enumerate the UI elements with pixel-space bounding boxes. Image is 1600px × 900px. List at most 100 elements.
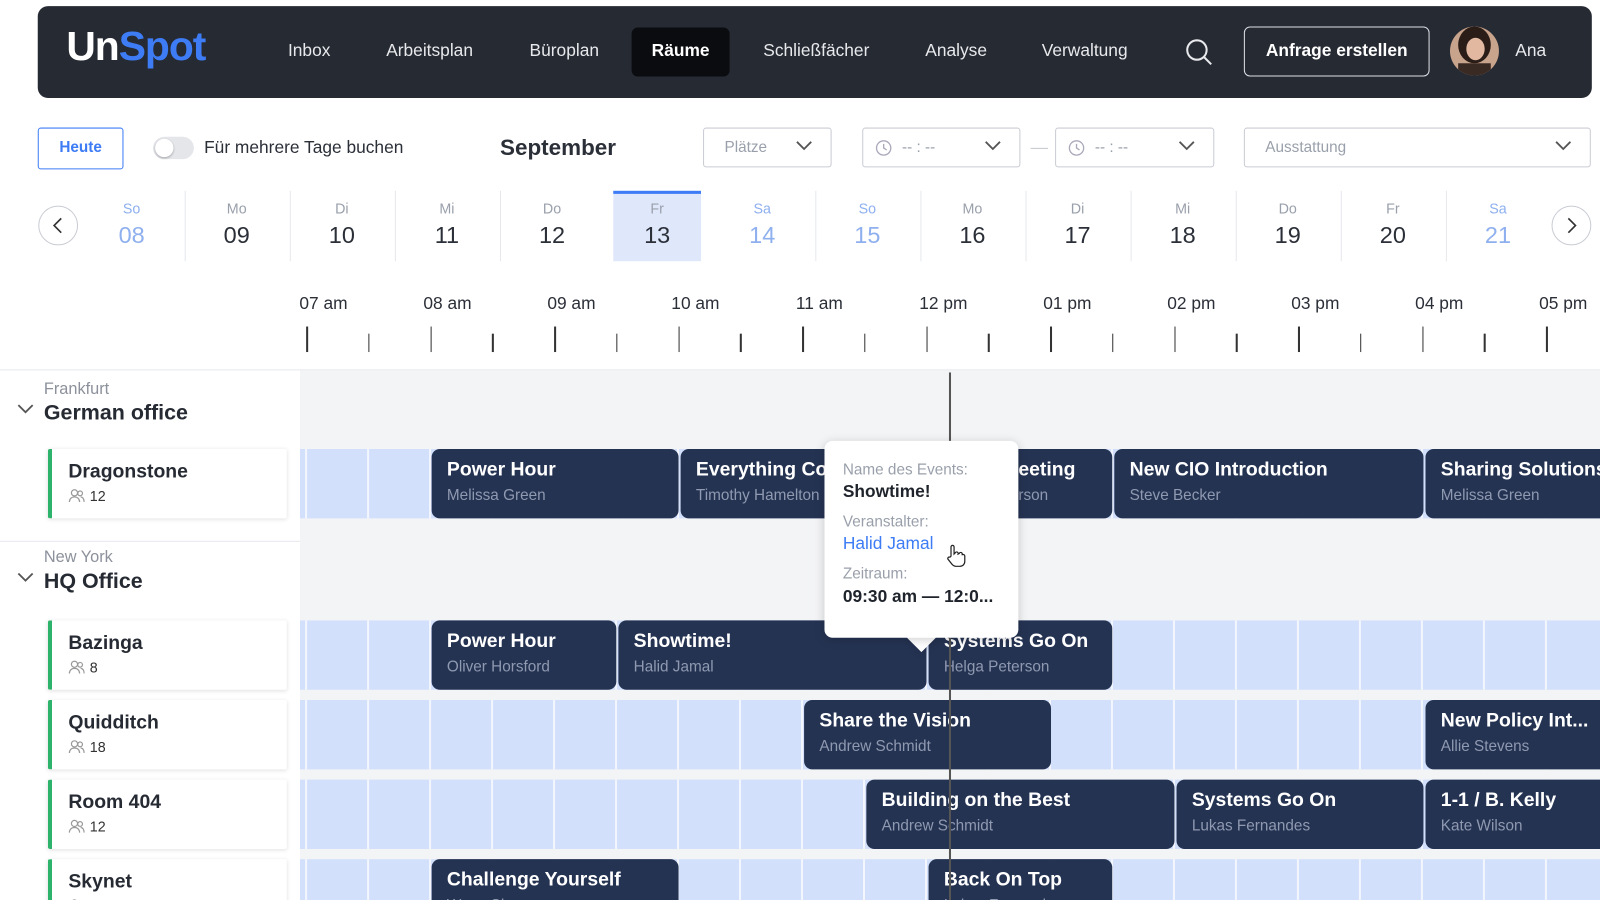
room-card[interactable]: Room 404 12 bbox=[47, 779, 287, 849]
equipment-dropdown[interactable]: Ausstattung bbox=[1243, 127, 1591, 168]
time-from[interactable]: -- : -- bbox=[862, 127, 1021, 168]
nav-item[interactable]: Verwaltung bbox=[1041, 40, 1128, 61]
event[interactable]: Power Hour Melissa Green bbox=[431, 448, 679, 519]
event[interactable]: New Policy Int... Allie Stevens bbox=[1425, 699, 1600, 770]
day-cell[interactable]: So 15 bbox=[815, 191, 920, 261]
weekday: Mo bbox=[226, 199, 247, 217]
nav-item[interactable]: Schließfächer bbox=[763, 40, 870, 61]
day-cell[interactable]: Di 17 bbox=[1025, 191, 1130, 261]
today-button[interactable]: Heute bbox=[37, 127, 124, 170]
event-title: Share the Vision bbox=[819, 710, 971, 732]
capacity-icon bbox=[68, 660, 85, 674]
event[interactable]: Challenge Yourself Wang Shu bbox=[431, 859, 679, 900]
hour-tick bbox=[802, 326, 804, 353]
hour-label: 12 pm bbox=[919, 293, 968, 314]
event[interactable]: Systems Go On Lukas Fernandes bbox=[1176, 779, 1424, 849]
event-organizer: Lukas Fernandes bbox=[1191, 817, 1311, 835]
day-number: 13 bbox=[644, 221, 671, 248]
event-title: Power Hour bbox=[446, 630, 556, 653]
hour-label: 08 am bbox=[423, 293, 472, 314]
day-separator bbox=[1024, 190, 1027, 262]
user-name[interactable]: Ana bbox=[1515, 40, 1547, 61]
event[interactable]: Building on the Best Andrew Schmidt bbox=[866, 779, 1175, 849]
day-cell[interactable]: So 08 bbox=[79, 191, 184, 261]
event[interactable]: 1-1 / B. Kelly Kate Wilson bbox=[1425, 779, 1600, 849]
prev-days-button[interactable] bbox=[38, 205, 79, 246]
event-title: Challenge Yourself bbox=[446, 869, 621, 891]
event[interactable]: Power Hour Oliver Horsford bbox=[431, 620, 617, 690]
nav-item[interactable]: Analyse bbox=[925, 40, 987, 61]
cursor bbox=[947, 544, 966, 567]
nav-item[interactable]: Büroplan bbox=[529, 40, 600, 61]
toggle-knob bbox=[155, 138, 174, 158]
avatar[interactable] bbox=[1449, 26, 1499, 76]
event-tooltip: Name des Events: Showtime! Veranstalter: Ha… bbox=[824, 440, 1019, 638]
nav-item[interactable]: Räume bbox=[651, 40, 710, 61]
room-card[interactable]: Bazinga 8 bbox=[47, 620, 287, 690]
next-days-button[interactable] bbox=[1551, 205, 1592, 246]
day-cell[interactable]: Mo 16 bbox=[920, 191, 1025, 261]
half-hour-tick bbox=[368, 333, 370, 353]
day-separator bbox=[184, 190, 186, 262]
multi-day-toggle[interactable] bbox=[153, 136, 194, 160]
day-cell[interactable]: Fr 20 bbox=[1340, 191, 1445, 261]
event-organizer: Steve Becker bbox=[1129, 486, 1221, 505]
location-city: New York bbox=[43, 548, 113, 567]
event-organizer: Oliver Horsford bbox=[446, 658, 550, 676]
tooltip-organizer[interactable]: Halid Jamal bbox=[842, 533, 934, 554]
search-icon[interactable] bbox=[1185, 38, 1214, 67]
event-organizer: Kate Wilson bbox=[1440, 817, 1523, 835]
day-number: 20 bbox=[1379, 221, 1406, 248]
day-number: 18 bbox=[1169, 221, 1196, 248]
day-number: 16 bbox=[959, 221, 986, 248]
day-cell[interactable]: Do 12 bbox=[499, 191, 604, 261]
logo[interactable]: UnSpot bbox=[66, 24, 206, 70]
location-city: Frankfurt bbox=[43, 380, 110, 398]
time-to[interactable]: -- : -- bbox=[1055, 127, 1215, 168]
day-cell[interactable]: Mo 09 bbox=[184, 191, 289, 261]
collapse-chevron[interactable] bbox=[17, 404, 34, 414]
day-cell[interactable]: Mi 11 bbox=[394, 191, 499, 261]
event[interactable]: Share the Vision Andrew Schmidt bbox=[804, 699, 1052, 770]
day-cell[interactable]: Sa 14 bbox=[710, 191, 815, 261]
day-cell[interactable]: Do 19 bbox=[1235, 191, 1340, 261]
room-card[interactable]: Skynet 10 bbox=[47, 859, 287, 900]
event-organizer: Lukas Fernandes bbox=[944, 897, 1112, 900]
group-divider bbox=[0, 540, 300, 542]
hour-tick bbox=[1173, 326, 1176, 353]
seats-dropdown[interactable]: Plätze bbox=[703, 127, 832, 168]
event-organizer: Helga Peterson bbox=[943, 658, 1050, 676]
room-capacity: 12 bbox=[68, 488, 106, 504]
clock-icon bbox=[875, 140, 892, 156]
event[interactable]: Sharing Solutions Melissa Green bbox=[1425, 448, 1600, 519]
event[interactable]: Back On Top Lukas Fernandes bbox=[928, 859, 1113, 900]
create-request-button[interactable]: Anfrage erstellen bbox=[1243, 26, 1430, 77]
day-number: 08 bbox=[118, 221, 145, 248]
room-card[interactable]: Quidditch 18 bbox=[47, 699, 287, 770]
event-title: Power Hour bbox=[446, 459, 556, 481]
room-name: Skynet bbox=[68, 871, 132, 893]
nav-item[interactable]: Inbox bbox=[287, 40, 331, 61]
capacity-value: 12 bbox=[89, 818, 106, 835]
day-cell[interactable]: Di 10 bbox=[289, 191, 394, 261]
room-card[interactable]: Dragonstone 12 bbox=[47, 448, 287, 519]
tooltip-name-label: Name des Events: bbox=[842, 461, 968, 479]
day-cell[interactable]: Mi 18 bbox=[1130, 191, 1235, 261]
event[interactable]: New CIO Introduction Steve Becker bbox=[1114, 448, 1424, 519]
weekday: Mo bbox=[962, 199, 983, 217]
capacity-value: 10 bbox=[90, 898, 106, 900]
day-cell[interactable]: Sa 21 bbox=[1445, 191, 1550, 261]
day-number: 12 bbox=[538, 221, 566, 248]
nav-item[interactable]: Arbeitsplan bbox=[386, 40, 473, 61]
collapse-chevron[interactable] bbox=[17, 572, 34, 582]
month-label: September bbox=[499, 134, 617, 161]
day-cell[interactable]: Fr 13 bbox=[613, 190, 702, 262]
room-name: Bazinga bbox=[68, 632, 143, 655]
room-name: Dragonstone bbox=[68, 461, 188, 483]
half-hour-tick bbox=[492, 333, 494, 353]
tooltip-name: Showtime! bbox=[842, 481, 931, 502]
event-title: Systems Go On bbox=[1191, 789, 1337, 812]
event-title: Building on the Best bbox=[881, 789, 1071, 812]
room-capacity: 8 bbox=[68, 659, 98, 676]
